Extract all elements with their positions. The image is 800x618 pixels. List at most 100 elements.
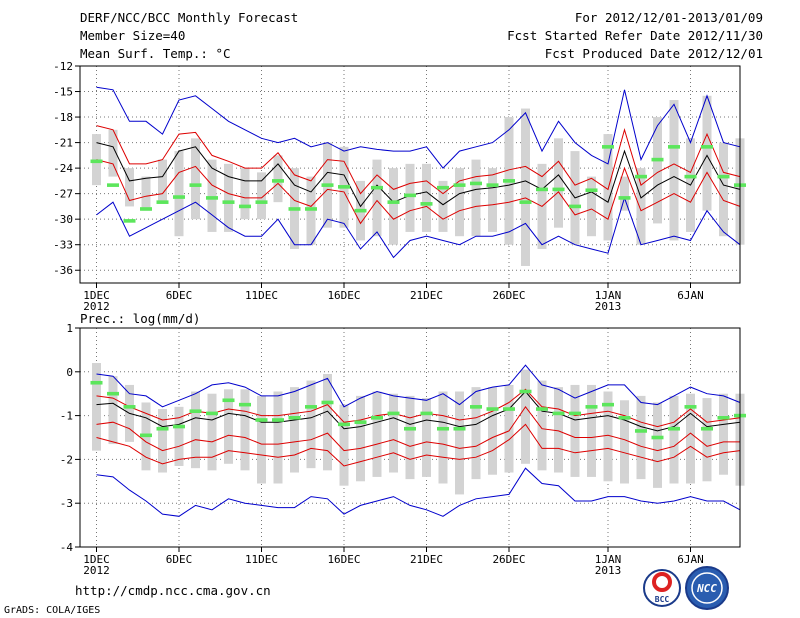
spread-box [207, 159, 217, 232]
spread-box [191, 391, 200, 469]
marker-point [338, 422, 350, 427]
marker-point [107, 183, 119, 187]
marker-point [156, 200, 169, 204]
bcc-logo: BCC [643, 569, 681, 607]
marker-point [404, 426, 416, 431]
marker-point [239, 402, 251, 407]
spread-box [455, 391, 464, 495]
series-line-lower-outer [96, 467, 741, 517]
marker-point [519, 200, 532, 204]
spread-box [273, 155, 283, 203]
forecast-started: Fcst Started Refer Date 2012/11/30 [507, 28, 763, 43]
spread-box [240, 389, 250, 471]
marker-point [222, 200, 235, 204]
marker-point [272, 179, 284, 183]
spread-box [356, 395, 365, 482]
spread-box [422, 163, 431, 232]
marker-point [206, 411, 218, 416]
marker-point [668, 145, 680, 149]
x-tick-label: 6DEC [166, 289, 193, 302]
spread-box [587, 384, 596, 477]
spread-box [290, 387, 299, 473]
series-line-ensemble-mean [96, 142, 741, 208]
forecast-period: For 2012/12/01-2013/01/09 [575, 10, 763, 25]
source-url[interactable]: http://cmdp.ncc.cma.gov.cn [75, 583, 271, 598]
header: DERF/NCC/BCC Monthly Forecast Member Siz… [80, 10, 763, 61]
series-line-lower-inner [96, 159, 741, 225]
marker-point [701, 426, 713, 431]
spread-box [174, 406, 184, 466]
spread-box [323, 373, 332, 471]
spread-box [158, 409, 167, 473]
series-line-upper-inner [96, 388, 741, 428]
y-tick-label: -2 [60, 453, 73, 466]
marker-point [123, 405, 136, 409]
marker-point [420, 202, 433, 206]
x-tick-year: 2012 [83, 300, 110, 313]
spread-box [521, 369, 530, 464]
spread-box [339, 404, 349, 486]
marker-point [635, 429, 647, 433]
spread-box [372, 391, 382, 477]
y-tick-label: -30 [53, 213, 73, 226]
marker-point [420, 411, 433, 416]
spread-box [636, 168, 646, 245]
marker-point [437, 185, 449, 190]
marker-point [651, 157, 664, 162]
y-tick-label: -27 [53, 188, 73, 201]
marker-point [222, 398, 235, 403]
spread-box [719, 142, 728, 237]
y-tick-label: -12 [53, 60, 73, 73]
spread-box [603, 134, 613, 241]
spread-box [405, 395, 415, 480]
series-line-lower-outer [96, 196, 741, 259]
spread-box [603, 391, 613, 482]
precip-label: Prec.: log(mm/d) [80, 311, 200, 326]
spread-box [570, 384, 580, 477]
spread-box [174, 151, 184, 237]
marker-point [371, 185, 383, 190]
x-tick-label: 1DEC [83, 289, 110, 302]
x-tick-label: 1JAN [595, 553, 622, 566]
y-tick-label: 0 [66, 366, 73, 379]
marker-point [618, 415, 631, 420]
chart-title: DERF/NCC/BCC Monthly Forecast [80, 10, 298, 25]
marker-point [618, 196, 631, 200]
marker-point [255, 200, 268, 204]
x-tick-label: 11DEC [245, 289, 278, 302]
spread-box [191, 138, 200, 220]
series-line-upper-inner [96, 125, 741, 195]
marker-point [354, 420, 367, 424]
marker-point [321, 400, 334, 405]
marker-point [486, 407, 499, 411]
forecast-produced: Fcst Produced Date 2012/12/01 [545, 46, 763, 61]
marker-point [140, 433, 152, 438]
member-size: Member Size=40 [80, 28, 185, 43]
marker-point [255, 418, 268, 422]
spread-box [422, 398, 431, 477]
y-tick-label: -24 [53, 162, 73, 175]
marker-point [717, 174, 730, 179]
spread-box [669, 100, 679, 241]
marker-point [717, 415, 730, 420]
marker-point [90, 380, 103, 385]
spread-box [389, 168, 398, 245]
plot-frame [79, 327, 741, 548]
spread-box [438, 180, 448, 232]
marker-point [470, 405, 482, 409]
marker-point [536, 187, 548, 192]
x-tick-label: 6JAN [677, 553, 704, 566]
marker-point [486, 183, 499, 187]
ncc-logo-ring [691, 572, 723, 604]
y-tick-label: -15 [53, 86, 73, 99]
series-line-lower-inner [96, 405, 740, 452]
marker-point [123, 219, 136, 223]
marker-point [684, 405, 697, 409]
variable-label: Mean Surf. Temp.: °C [80, 46, 231, 61]
spread-box [141, 176, 151, 211]
marker-point [569, 411, 581, 416]
spread-box [389, 393, 398, 473]
spread-box [240, 168, 250, 220]
spread-box [224, 163, 233, 232]
